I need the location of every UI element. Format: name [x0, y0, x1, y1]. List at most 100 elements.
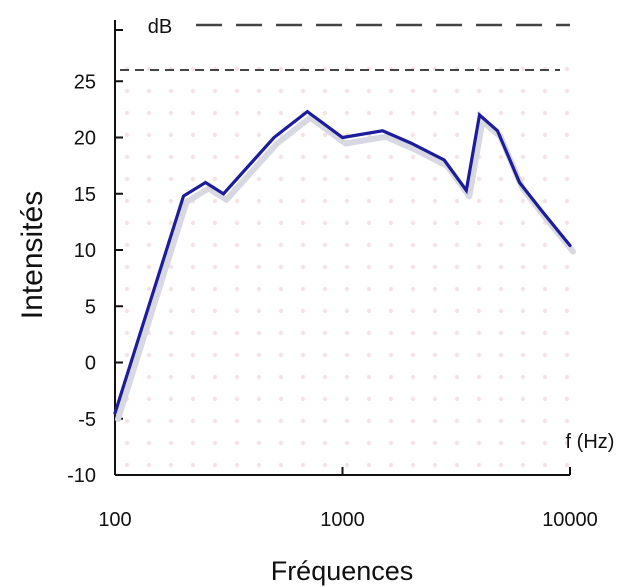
- grid-dot: [146, 374, 152, 380]
- grid-dot: [454, 88, 460, 94]
- grid-dot: [344, 440, 350, 446]
- grid-dot: [520, 198, 526, 204]
- grid-dot: [146, 154, 152, 160]
- grid-dot: [520, 462, 526, 468]
- grid-dot: [234, 352, 240, 358]
- grid-dot: [234, 220, 240, 226]
- grid-dot: [454, 418, 460, 424]
- grid-dot: [520, 242, 526, 248]
- grid-dot: [366, 198, 372, 204]
- grid-dot: [564, 264, 570, 270]
- grid-dot: [322, 264, 328, 270]
- grid-dot: [124, 418, 130, 424]
- grid-dot: [498, 88, 504, 94]
- grid-dot: [322, 286, 328, 292]
- grid-dot: [124, 110, 130, 116]
- grid-dot: [564, 110, 570, 116]
- grid-dot: [146, 242, 152, 248]
- grid-dot: [212, 308, 218, 314]
- grid-dot: [564, 132, 570, 138]
- grid-dot: [498, 198, 504, 204]
- grid-dot: [564, 220, 570, 226]
- grid-dot: [476, 330, 482, 336]
- grid-dot: [278, 220, 284, 226]
- grid-dot: [454, 440, 460, 446]
- y-unit-label: dB: [148, 16, 172, 38]
- grid-dot: [564, 462, 570, 468]
- grid-dot: [234, 154, 240, 160]
- grid-dot: [564, 88, 570, 94]
- grid-dot: [454, 220, 460, 226]
- grid-dot: [542, 286, 548, 292]
- grid-dot: [432, 264, 438, 270]
- grid-dot: [190, 220, 196, 226]
- grid-dot: [366, 396, 372, 402]
- grid-dot: [520, 88, 526, 94]
- tick-labels: -10 -5 0 5 10 15 20 25 100 1000 10000: [67, 71, 598, 531]
- grid-dot: [366, 110, 372, 116]
- grid-dot: [256, 88, 262, 94]
- x-unit-label: f (Hz): [566, 431, 615, 453]
- grid-dot: [454, 198, 460, 204]
- grid-dot: [344, 352, 350, 358]
- grid-dot: [366, 308, 372, 314]
- grid-dot: [344, 264, 350, 270]
- grid-dot: [454, 352, 460, 358]
- grid-dot: [388, 242, 394, 248]
- grid-dot: [124, 462, 130, 468]
- grid-dot: [190, 264, 196, 270]
- grid-dot: [476, 220, 482, 226]
- grid-dot: [234, 418, 240, 424]
- grid-dot: [366, 286, 372, 292]
- grid-dot: [564, 176, 570, 182]
- grid-dot: [366, 220, 372, 226]
- grid-dot: [388, 264, 394, 270]
- grid-dot: [146, 440, 152, 446]
- grid-dot: [410, 308, 416, 314]
- grid-dot: [234, 462, 240, 468]
- grid-dot: [278, 330, 284, 336]
- grid-dot: [388, 88, 394, 94]
- reference-lines: [120, 23, 570, 71]
- grid-dot: [520, 154, 526, 160]
- grid-dot: [190, 286, 196, 292]
- grid-dot: [234, 396, 240, 402]
- grid-dot: [124, 154, 130, 160]
- grid-dot: [476, 418, 482, 424]
- grid-dot: [542, 88, 548, 94]
- grid-dot: [476, 242, 482, 248]
- grid-dot: [542, 462, 548, 468]
- grid-dot: [432, 462, 438, 468]
- grid-dot: [300, 462, 306, 468]
- grid-dot: [256, 440, 262, 446]
- grid-dot: [498, 264, 504, 270]
- grid-dot: [564, 66, 570, 72]
- grid-dot: [190, 110, 196, 116]
- grid-dot: [300, 154, 306, 160]
- grid-dot: [564, 154, 570, 160]
- grid-dot: [542, 440, 548, 446]
- grid-dot: [388, 198, 394, 204]
- grid-dot: [256, 462, 262, 468]
- grid-dot: [168, 220, 174, 226]
- grid-dot: [124, 440, 130, 446]
- grid-dot: [300, 88, 306, 94]
- grid-dot: [366, 440, 372, 446]
- grid-dot: [344, 154, 350, 160]
- y-tick-label: 20: [74, 128, 96, 150]
- grid-dot: [146, 132, 152, 138]
- grid-dot: [542, 374, 548, 380]
- grid-dot: [190, 352, 196, 358]
- grid-dot: [146, 88, 152, 94]
- grid-dot: [542, 242, 548, 248]
- grid-dot: [410, 286, 416, 292]
- grid-dot: [344, 418, 350, 424]
- grid-dot: [520, 220, 526, 226]
- grid-dot: [234, 374, 240, 380]
- grid-dot: [278, 352, 284, 358]
- grid-dot: [410, 88, 416, 94]
- grid-dot: [278, 286, 284, 292]
- grid-dot: [410, 110, 416, 116]
- grid-dot: [256, 308, 262, 314]
- grid-dot: [212, 264, 218, 270]
